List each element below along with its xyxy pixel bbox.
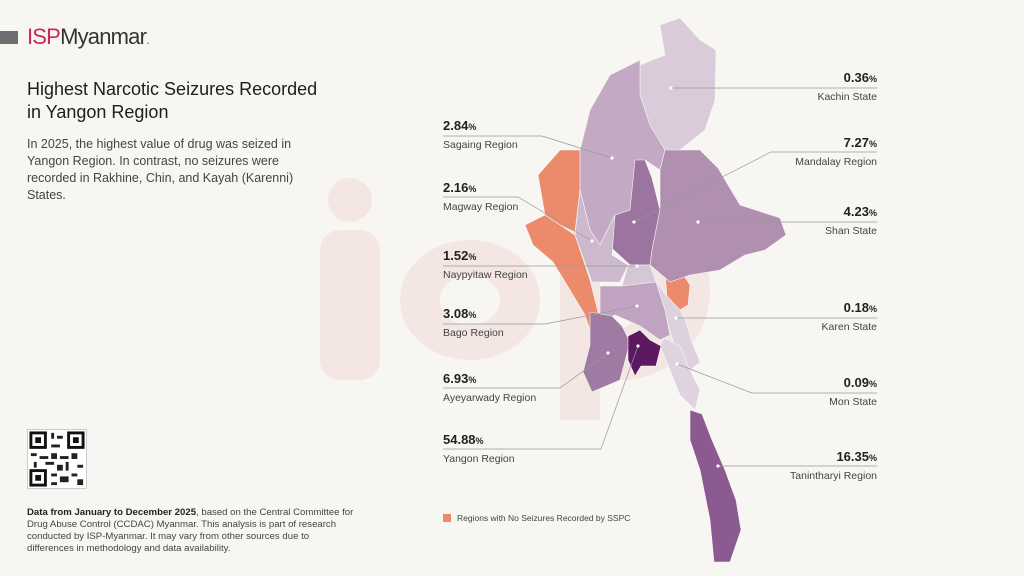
footnote-text: , based on the Central Committee for Dru… <box>27 507 354 554</box>
value-mon-state: 0.09% <box>844 375 877 392</box>
value-number: 0.09 <box>843 375 869 390</box>
value-ayeyarwady-region: 6.93% <box>443 371 476 388</box>
region-dot-yangon-region <box>636 344 640 348</box>
qr-code[interactable] <box>27 429 87 489</box>
value-number: 6.93 <box>443 371 469 386</box>
logo-isp: ISP <box>27 24 61 49</box>
logo-name: Myanmar <box>60 24 147 49</box>
value-number: 54.88 <box>443 432 476 447</box>
label-sagaing-region: Sagaing Region <box>443 139 518 151</box>
region-dot-karen-state <box>674 316 678 320</box>
value-number: 0.36 <box>843 70 869 85</box>
value-number: 2.84 <box>443 118 469 133</box>
legend-label: Regions with No Seizures Recorded by SSP… <box>457 513 631 523</box>
leader-line-sagaing-region <box>443 135 613 159</box>
value-karen-state: 0.18% <box>844 300 877 317</box>
value-number: 2.16 <box>443 180 469 195</box>
value-mandalay-region: 7.27% <box>844 135 877 152</box>
percent-sign: % <box>468 184 477 194</box>
region-mon-state[interactable] <box>659 337 701 411</box>
region-dot-sagaing-region <box>610 156 614 160</box>
value-number: 0.18 <box>843 300 869 315</box>
value-yangon-region: 54.88% <box>443 432 484 449</box>
description: In 2025, the highest value of drug was s… <box>27 137 294 202</box>
page-title: Highest Narcotic Seizures Recorded in Ya… <box>27 79 318 122</box>
label-naypyitaw-region: Naypyitaw Region <box>443 269 528 281</box>
value-kachin-state: 0.36% <box>844 70 877 87</box>
legend-swatch <box>443 514 451 522</box>
leader-line-magway-region <box>443 196 593 242</box>
value-bago-region: 3.08% <box>443 306 476 323</box>
region-dot-bago-region <box>635 304 639 308</box>
leader-line-yangon-region <box>443 345 639 450</box>
value-number: 16.35 <box>836 449 869 464</box>
value-number: 7.27 <box>843 135 869 150</box>
value-number: 3.08 <box>443 306 469 321</box>
logo-bar <box>0 31 18 44</box>
region-ayeyarwady-region[interactable] <box>582 311 631 393</box>
leader-line-mon-state <box>676 363 877 394</box>
region-magway-region[interactable] <box>574 189 629 283</box>
label-tanintharyi-region: Tanintharyi Region <box>790 470 877 482</box>
label-kachin-state: Kachin State <box>817 91 877 103</box>
value-shan-state: 4.23% <box>844 204 877 221</box>
percent-sign: % <box>868 208 877 218</box>
percent-sign: % <box>468 310 477 320</box>
value-magway-region: 2.16% <box>443 180 476 197</box>
footnote-bold: Data from January to December 2025 <box>27 507 197 518</box>
percent-sign: % <box>468 375 477 385</box>
region-dot-magway-region <box>590 239 594 243</box>
region-karen-state[interactable] <box>655 281 701 371</box>
value-tanintharyi-region: 16.35% <box>836 449 877 466</box>
percent-sign: % <box>868 379 877 389</box>
label-mandalay-region: Mandalay Region <box>795 156 877 168</box>
leader-line-ayeyarwady-region <box>443 352 609 389</box>
percent-sign: % <box>868 139 877 149</box>
region-dot-naypyitaw-region <box>635 264 639 268</box>
region-dot-mandalay-region <box>632 220 636 224</box>
region-dot-mon-state <box>675 362 679 366</box>
region-dot-shan-state <box>696 220 700 224</box>
value-number: 4.23 <box>843 204 869 219</box>
leader-line-bago-region <box>443 305 638 325</box>
percent-sign: % <box>475 436 484 446</box>
legend: Regions with No Seizures Recorded by SSP… <box>443 513 630 523</box>
logo-dot: . <box>146 31 150 47</box>
percent-sign: % <box>868 304 877 314</box>
label-shan-state: Shan State <box>825 225 877 237</box>
label-karen-state: Karen State <box>821 321 877 333</box>
percent-sign: % <box>468 122 477 132</box>
percent-sign: % <box>468 252 477 262</box>
leader-line-mandalay-region <box>633 151 877 223</box>
label-ayeyarwady-region: Ayeyarwady Region <box>443 392 537 404</box>
region-dot-ayeyarwady-region <box>606 351 610 355</box>
footnote: Data from January to December 2025, base… <box>27 507 357 555</box>
value-naypyitaw-region: 1.52% <box>443 248 476 265</box>
value-number: 1.52 <box>443 248 469 263</box>
percent-sign: % <box>868 453 877 463</box>
label-mon-state: Mon State <box>829 396 877 408</box>
value-sagaing-region: 2.84% <box>443 118 476 135</box>
label-bago-region: Bago Region <box>443 327 504 339</box>
region-dot-tanintharyi-region <box>716 464 720 468</box>
region-tanintharyi-region[interactable] <box>689 409 742 563</box>
percent-sign: % <box>868 74 877 84</box>
label-yangon-region: Yangon Region <box>443 453 515 465</box>
label-magway-region: Magway Region <box>443 201 519 213</box>
region-dot-kachin-state <box>669 86 673 90</box>
region-yangon-region[interactable] <box>627 329 662 377</box>
brand-logo: ISPMyanmar. <box>27 24 150 50</box>
region-shan-state[interactable] <box>649 149 787 283</box>
